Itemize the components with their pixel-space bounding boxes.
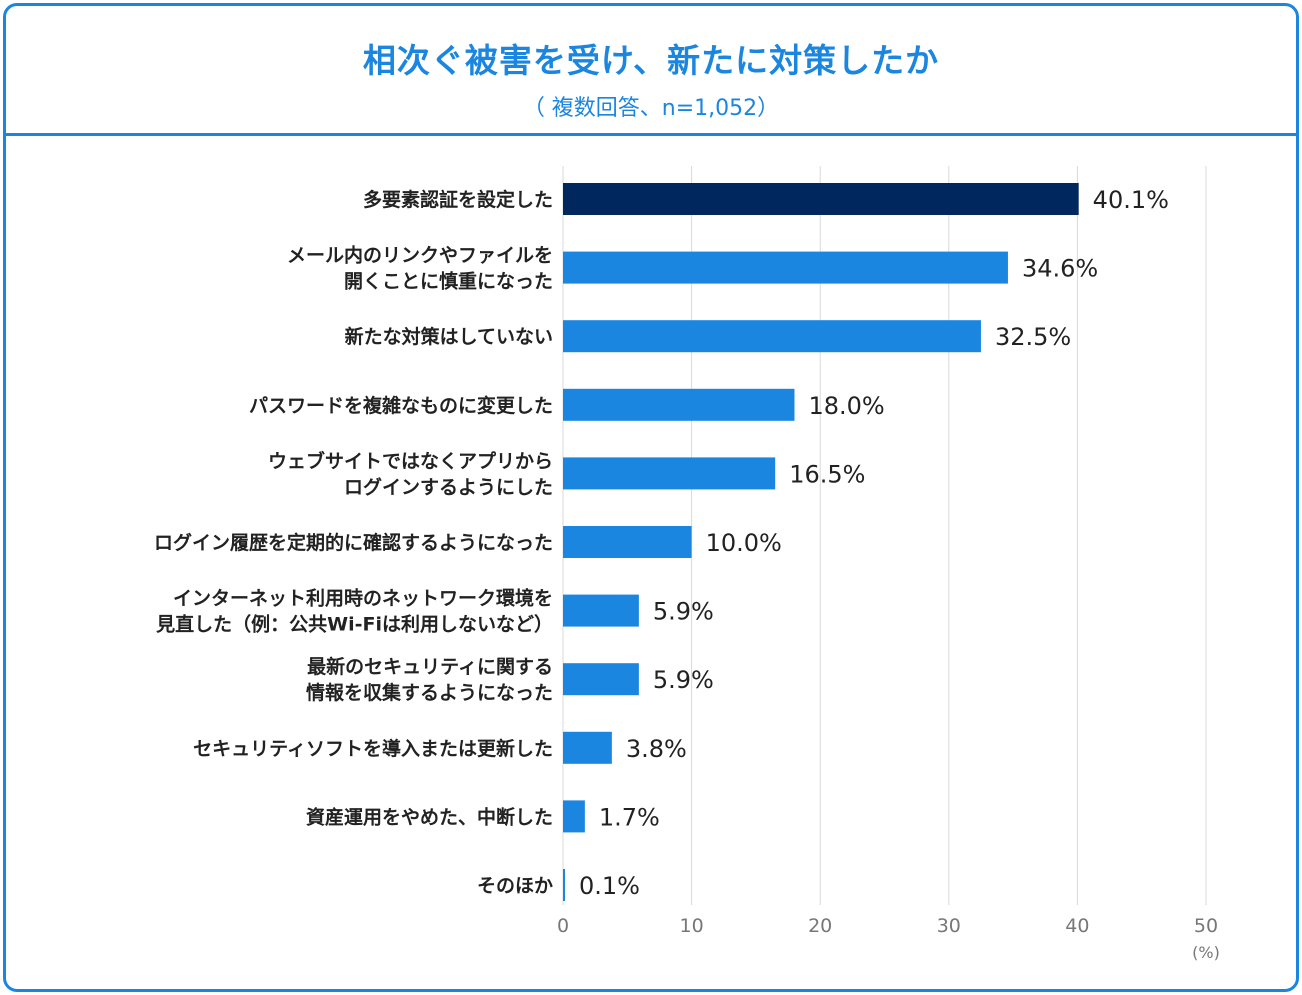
bar — [563, 251, 1008, 284]
bar — [563, 320, 981, 353]
category-label: 資産運用をやめた、中断した — [306, 805, 553, 828]
value-label: 18.0% — [808, 392, 884, 420]
category-label-line: 新たな対策はしていない — [345, 325, 553, 348]
bar — [563, 388, 795, 421]
category-label: セキュリティソフトを導入または更新した — [193, 737, 553, 760]
bar — [563, 457, 776, 490]
category-label: 新たな対策はしていない — [345, 325, 553, 348]
value-label: 5.9% — [653, 598, 714, 626]
value-label: 1.7% — [599, 803, 660, 831]
category-label-line: 多要素認証を設定した — [363, 188, 553, 211]
bar — [563, 663, 639, 696]
category-label-line: ログイン履歴を定期的に確認するようになった — [154, 531, 553, 554]
category-label-line: メール内のリンクやファイルを — [287, 244, 553, 267]
value-label: 40.1% — [1093, 186, 1169, 214]
bar — [563, 869, 565, 901]
value-label: 5.9% — [653, 666, 714, 694]
category-label: パスワードを複雑なものに変更した — [249, 394, 553, 417]
category-label-line: インターネット利用時のネットワーク環境を — [173, 587, 553, 610]
chart-title: 相次ぐ被害を受け、新たに対策したか — [362, 41, 940, 80]
category-label-line: ログインするようにした — [344, 475, 553, 498]
bar — [563, 800, 585, 833]
category-label: 最新のセキュリティに関する情報を収集するようになった — [306, 655, 553, 704]
category-label: メール内のリンクやファイルを開くことに慎重になった — [287, 244, 553, 293]
chart-frame: 相次ぐ被害を受け、新たに対策したか （ 複数回答、n=1,052） — [3, 3, 1299, 992]
category-label-line: 最新のセキュリティに関する — [307, 655, 553, 678]
category-label-line: 見直した（例：公共Wi-Fiは利用しないなど） — [156, 613, 553, 636]
category-label: インターネット利用時のネットワーク環境を見直した（例：公共Wi-Fiは利用しない… — [156, 587, 553, 636]
category-label: 多要素認証を設定した — [363, 188, 553, 211]
x-tick-label: 30 — [937, 915, 961, 937]
value-label: 0.1% — [579, 872, 640, 900]
x-unit-label: (%) — [1192, 943, 1220, 962]
category-label-line: パスワードを複雑なものに変更した — [249, 394, 553, 417]
category-label-line: セキュリティソフトを導入または更新した — [193, 737, 553, 760]
x-tick-label: 10 — [680, 915, 704, 937]
bar — [563, 731, 612, 764]
category-label-line: そのほか — [477, 875, 553, 897]
category-label-line: 資産運用をやめた、中断した — [306, 805, 553, 828]
chart-header: 相次ぐ被害を受け、新たに対策したか （ 複数回答、n=1,052） — [6, 6, 1296, 136]
x-tick-label: 0 — [557, 915, 569, 937]
category-label: ウェブサイトではなくアプリからログインするようにした — [268, 449, 553, 498]
x-tick-label: 20 — [808, 915, 832, 937]
value-label: 3.8% — [626, 735, 687, 763]
value-label: 32.5% — [995, 323, 1071, 351]
bar — [563, 526, 692, 558]
x-tick-label: 40 — [1065, 915, 1089, 937]
bar — [563, 183, 1079, 215]
value-label: 34.6% — [1022, 255, 1098, 283]
category-label: そのほか — [477, 875, 553, 897]
category-label-line: 開くことに慎重になった — [344, 270, 553, 293]
bar — [563, 594, 639, 627]
value-label: 10.0% — [706, 529, 782, 557]
category-label: ログイン履歴を定期的に確認するようになった — [154, 531, 553, 554]
value-label: 16.5% — [789, 460, 865, 488]
category-label-line: ウェブサイトではなくアプリから — [268, 449, 553, 472]
category-label-line: 情報を収集するようになった — [306, 681, 553, 704]
x-tick-label: 50 — [1194, 915, 1218, 937]
chart-subtitle: （ 複数回答、n=1,052） — [522, 96, 780, 121]
